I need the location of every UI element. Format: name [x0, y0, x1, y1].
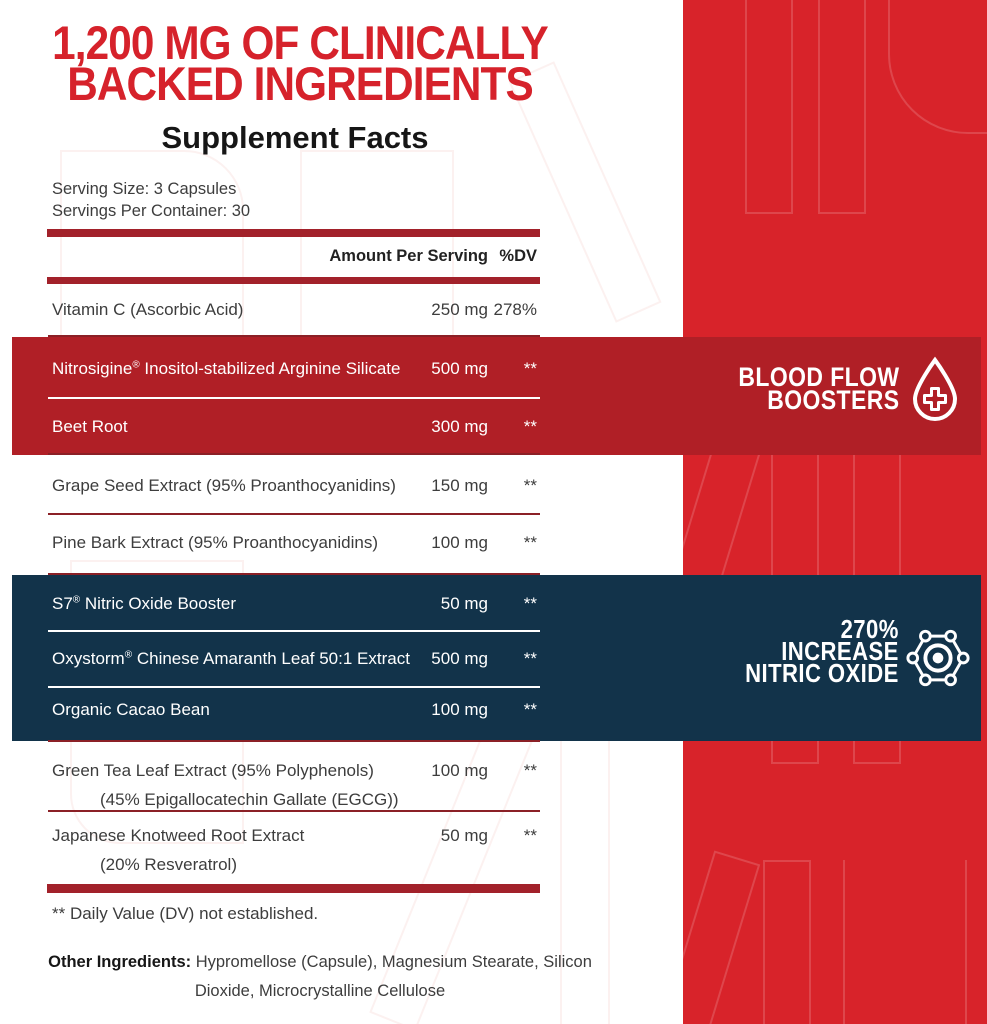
ingredient-subname: (20% Resveratrol) — [100, 855, 237, 874]
other-ingredients: Other Ingredients: Hypromellose (Capsule… — [10, 948, 630, 1006]
background-watermark — [613, 850, 761, 1024]
ingredient-name: Nitrosigine — [52, 359, 133, 378]
supplement-facts-title: Supplement Facts — [161, 120, 429, 155]
headline-line1: 1,200 MG OF CLINICALLY — [52, 16, 549, 69]
ingredient-amount: 100 mg — [431, 700, 488, 719]
row-divider — [48, 686, 540, 688]
row-divider — [48, 630, 540, 632]
headline: 1,200 MG OF CLINICALLY BACKED INGREDIENT… — [30, 16, 570, 110]
background-watermark — [745, 0, 793, 214]
background-watermark — [888, 0, 987, 134]
ingredient-name: Organic Cacao Bean — [52, 700, 210, 719]
servings-per-container: Servings Per Container: 30 — [52, 202, 251, 220]
row-divider — [48, 335, 540, 337]
ingredient-dv: ** — [523, 594, 537, 613]
ingredient-amount: 50 mg — [440, 826, 488, 845]
row-divider — [48, 810, 540, 812]
right-red-panel — [613, 0, 987, 1024]
ingredient-name: S7 — [52, 594, 73, 613]
row-divider — [48, 513, 540, 515]
ingredient-dv: ** — [523, 649, 537, 668]
ingredient-dv: ** — [523, 476, 537, 495]
nitric-oxide-callout: 270% INCREASE NITRIC OXIDE — [745, 614, 899, 688]
registered-mark: ® — [72, 594, 81, 606]
background-watermark — [818, 0, 866, 214]
ingredient-subname: (45% Epigallocatechin Gallate (EGCG)) — [100, 790, 399, 809]
amount-header: Amount Per Serving — [329, 247, 488, 265]
nitric-oxide-highlight-band — [12, 575, 981, 741]
table-bottom-bar — [47, 884, 540, 893]
blood-flow-line2: BOOSTERS — [766, 385, 899, 415]
ingredient-dv: 278% — [493, 300, 537, 319]
table-header-bar — [47, 277, 540, 284]
other-ingredients-label: Other Ingredients: — [48, 953, 192, 971]
ingredient-dv: ** — [523, 761, 537, 780]
ingredient-name-rest: Inositol-stabilized Arginine Silicate — [139, 359, 401, 378]
blood-flow-highlight-band — [12, 337, 981, 455]
table-row: Japanese Knotweed Root Extract 50 mg ** — [0, 826, 987, 848]
ingredient-dv: ** — [523, 417, 537, 436]
ingredient-name: Grape Seed Extract (95% Proanthocyanidin… — [52, 476, 396, 495]
table-row: S7® Nitric Oxide Booster 50 mg ** — [0, 594, 987, 616]
ingredient-amount: 500 mg — [431, 649, 488, 668]
ingredient-name: Green Tea Leaf Extract (95% Polyphenols) — [52, 761, 374, 780]
dv-header: %DV — [499, 247, 537, 265]
ingredient-name: Beet Root — [52, 417, 128, 436]
table-top-bar — [47, 229, 540, 237]
registered-mark: ® — [132, 359, 140, 371]
ingredient-amount: 50 mg — [440, 594, 488, 613]
ingredient-name: Oxystorm — [52, 649, 125, 668]
ingredient-name: Japanese Knotweed Root Extract — [52, 826, 305, 845]
row-divider — [48, 573, 540, 575]
table-row: Oxystorm® Chinese Amaranth Leaf 50:1 Ext… — [0, 649, 987, 671]
table-row: Pine Bark Extract (95% Proanthocyanidins… — [0, 533, 987, 555]
table-row: Grape Seed Extract (95% Proanthocyanidin… — [0, 476, 987, 498]
table-row: Green Tea Leaf Extract (95% Polyphenols)… — [0, 761, 987, 783]
ingredient-name: Pine Bark Extract (95% Proanthocyanidins… — [52, 533, 378, 552]
ingredient-dv: ** — [523, 533, 537, 552]
nitric-line2: INCREASE — [781, 636, 899, 666]
ingredient-amount: 500 mg — [431, 359, 488, 378]
nitric-line3: NITRIC OXIDE — [745, 658, 899, 688]
registered-mark: ® — [124, 649, 133, 661]
ingredient-amount: 100 mg — [431, 533, 488, 552]
ingredient-dv: ** — [523, 359, 537, 378]
background-watermark — [763, 860, 811, 1024]
other-ingredients-text2: Dioxide, Microcrystalline Cellulose — [194, 982, 446, 1000]
ingredient-name-rest: Nitric Oxide Booster — [80, 594, 237, 613]
background-watermark — [843, 860, 967, 1024]
ingredient-name-rest: Chinese Amaranth Leaf 50:1 Extract — [132, 649, 410, 668]
blood-flow-line1: BLOOD FLOW — [737, 362, 899, 392]
ingredient-amount: 150 mg — [431, 476, 488, 495]
molecule-icon — [904, 624, 972, 692]
ingredient-name: Vitamin C (Ascorbic Acid) — [52, 300, 244, 319]
row-divider — [48, 397, 540, 399]
row-divider — [48, 453, 540, 455]
ingredient-amount: 100 mg — [431, 761, 488, 780]
table-row: Vitamin C (Ascorbic Acid) 250 mg 278% — [0, 300, 987, 322]
dv-footnote: ** Daily Value (DV) not established. — [52, 904, 319, 923]
blood-flow-callout: BLOOD FLOW BOOSTERS — [737, 362, 899, 415]
droplet-plus-icon — [908, 356, 962, 422]
ingredient-amount: 250 mg — [431, 300, 488, 319]
serving-size: Serving Size: 3 Capsules — [52, 180, 237, 198]
headline-line2: BACKED INGREDIENTS — [67, 57, 533, 110]
row-divider — [48, 740, 540, 742]
table-header-row: Amount Per Serving %DV — [0, 247, 987, 269]
table-row: Nitrosigine® Inositol-stabilized Arginin… — [0, 359, 987, 381]
table-row: Organic Cacao Bean 100 mg ** — [0, 700, 987, 722]
ingredient-dv: ** — [523, 700, 537, 719]
nitric-line1: 270% — [840, 614, 899, 644]
other-ingredients-text: Hypromellose (Capsule), Magnesium Steara… — [191, 953, 592, 971]
table-row: Beet Root 300 mg ** — [0, 417, 987, 439]
ingredient-amount: 300 mg — [431, 417, 488, 436]
ingredient-dv: ** — [523, 826, 537, 845]
